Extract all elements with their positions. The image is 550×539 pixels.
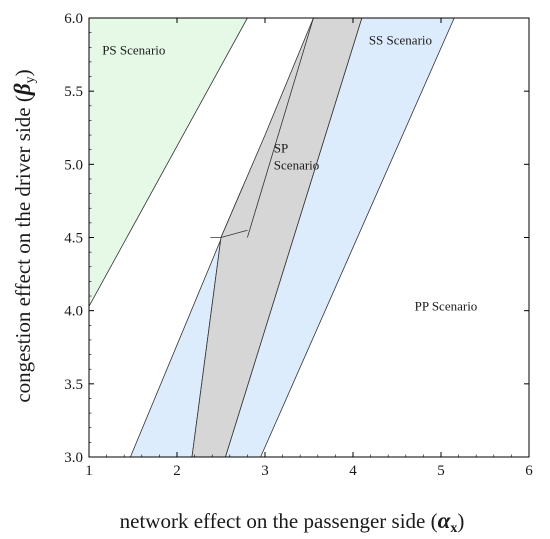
y-tick-label: 4.0: [64, 304, 83, 320]
y-tick-label: 6.0: [64, 11, 83, 27]
x-axis-label: network effect on the passenger side (αx…: [120, 508, 465, 536]
y-axis-label-text: congestion effect on the driver side (: [11, 95, 35, 403]
boundary-line-1: [210, 229, 248, 238]
y-tick-label: 4.5: [64, 231, 83, 247]
y-axis-subscript: y: [23, 76, 38, 83]
sp-scenario-label: SP Scenario: [274, 141, 319, 173]
sp-scenario-area: [191, 17, 363, 458]
x-tick-label: 2: [173, 463, 181, 479]
y-axis-symbol: β: [10, 83, 35, 96]
x-axis-label-text: network effect on the passenger side (: [120, 509, 438, 533]
x-tick-label: 1: [85, 463, 93, 479]
y-tick-label: 5.5: [64, 84, 83, 100]
region-layer: [88, 17, 455, 458]
x-tick-label: 4: [349, 463, 357, 479]
y-axis-close: ): [11, 69, 35, 76]
x-axis-symbol: α: [438, 508, 452, 533]
y-tick-label: 5.0: [64, 157, 83, 173]
region-label-layer: PS Scenario SS Scenario SP Scenario PP Scena…: [102, 32, 477, 313]
ps-scenario-label: PS Scenario: [102, 43, 165, 58]
ss-scenario-label: SS Scenario: [369, 32, 432, 47]
y-tick-label: 3.0: [64, 450, 83, 466]
x-tick-label: 3: [261, 463, 269, 479]
boundary-line-2: [247, 17, 314, 238]
tick-layer: 1 2 3 4 5 6 3.0 3.5 4.0 4.5 5.0 5.5 6.0: [64, 11, 533, 479]
y-tick-label: 3.5: [64, 377, 83, 393]
x-tick-label: 5: [437, 463, 445, 479]
y-axis-label: congestion effect on the driver side (βy…: [10, 69, 38, 402]
x-tick-label: 6: [525, 463, 533, 479]
x-axis-close: ): [457, 509, 464, 533]
x-axis-subscript: x: [450, 521, 457, 536]
pp-scenario-label: PP Scenario: [415, 299, 478, 314]
